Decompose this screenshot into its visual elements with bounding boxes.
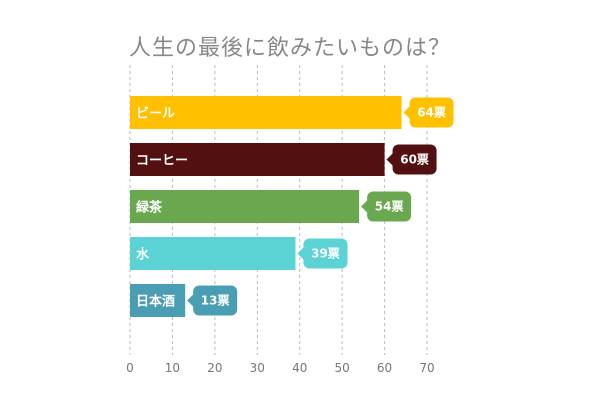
value-badge xyxy=(367,191,412,222)
value-badge-pointer xyxy=(297,246,305,261)
value-label: 60票 xyxy=(400,153,429,167)
x-tick-label: 70 xyxy=(419,361,434,375)
value-label: 13票 xyxy=(201,294,230,308)
bar xyxy=(130,190,360,223)
x-tick-label: 0 xyxy=(126,361,134,375)
value-badge-pointer xyxy=(403,105,411,120)
value-badge xyxy=(392,144,437,175)
value-badge-pointer xyxy=(386,152,394,167)
category-label: コーヒー xyxy=(136,154,188,169)
category-label: 水 xyxy=(136,247,150,263)
value-badge-pointer xyxy=(361,199,369,214)
value-label: 64票 xyxy=(417,106,446,120)
value-label: 39票 xyxy=(311,247,340,261)
bar xyxy=(130,237,296,270)
x-tick-label: 60 xyxy=(377,361,392,375)
value-badge xyxy=(409,97,454,128)
value-badge xyxy=(303,238,348,269)
x-tick-label: 10 xyxy=(165,361,180,375)
category-label: ビール xyxy=(136,106,175,122)
bar xyxy=(130,284,186,317)
bar xyxy=(130,143,385,176)
bar xyxy=(130,96,402,129)
x-tick-label: 20 xyxy=(207,361,222,375)
value-label: 54票 xyxy=(375,200,404,214)
value-badge xyxy=(193,285,238,316)
category-label: 日本酒 xyxy=(136,294,175,310)
value-badge-pointer xyxy=(187,293,195,308)
x-tick-label: 50 xyxy=(335,361,350,375)
category-label: 緑茶 xyxy=(136,200,163,216)
x-tick-label: 30 xyxy=(250,361,265,375)
chart-title: 人生の最後に飲みたいものは？ xyxy=(128,36,451,61)
x-tick-label: 40 xyxy=(292,361,307,375)
